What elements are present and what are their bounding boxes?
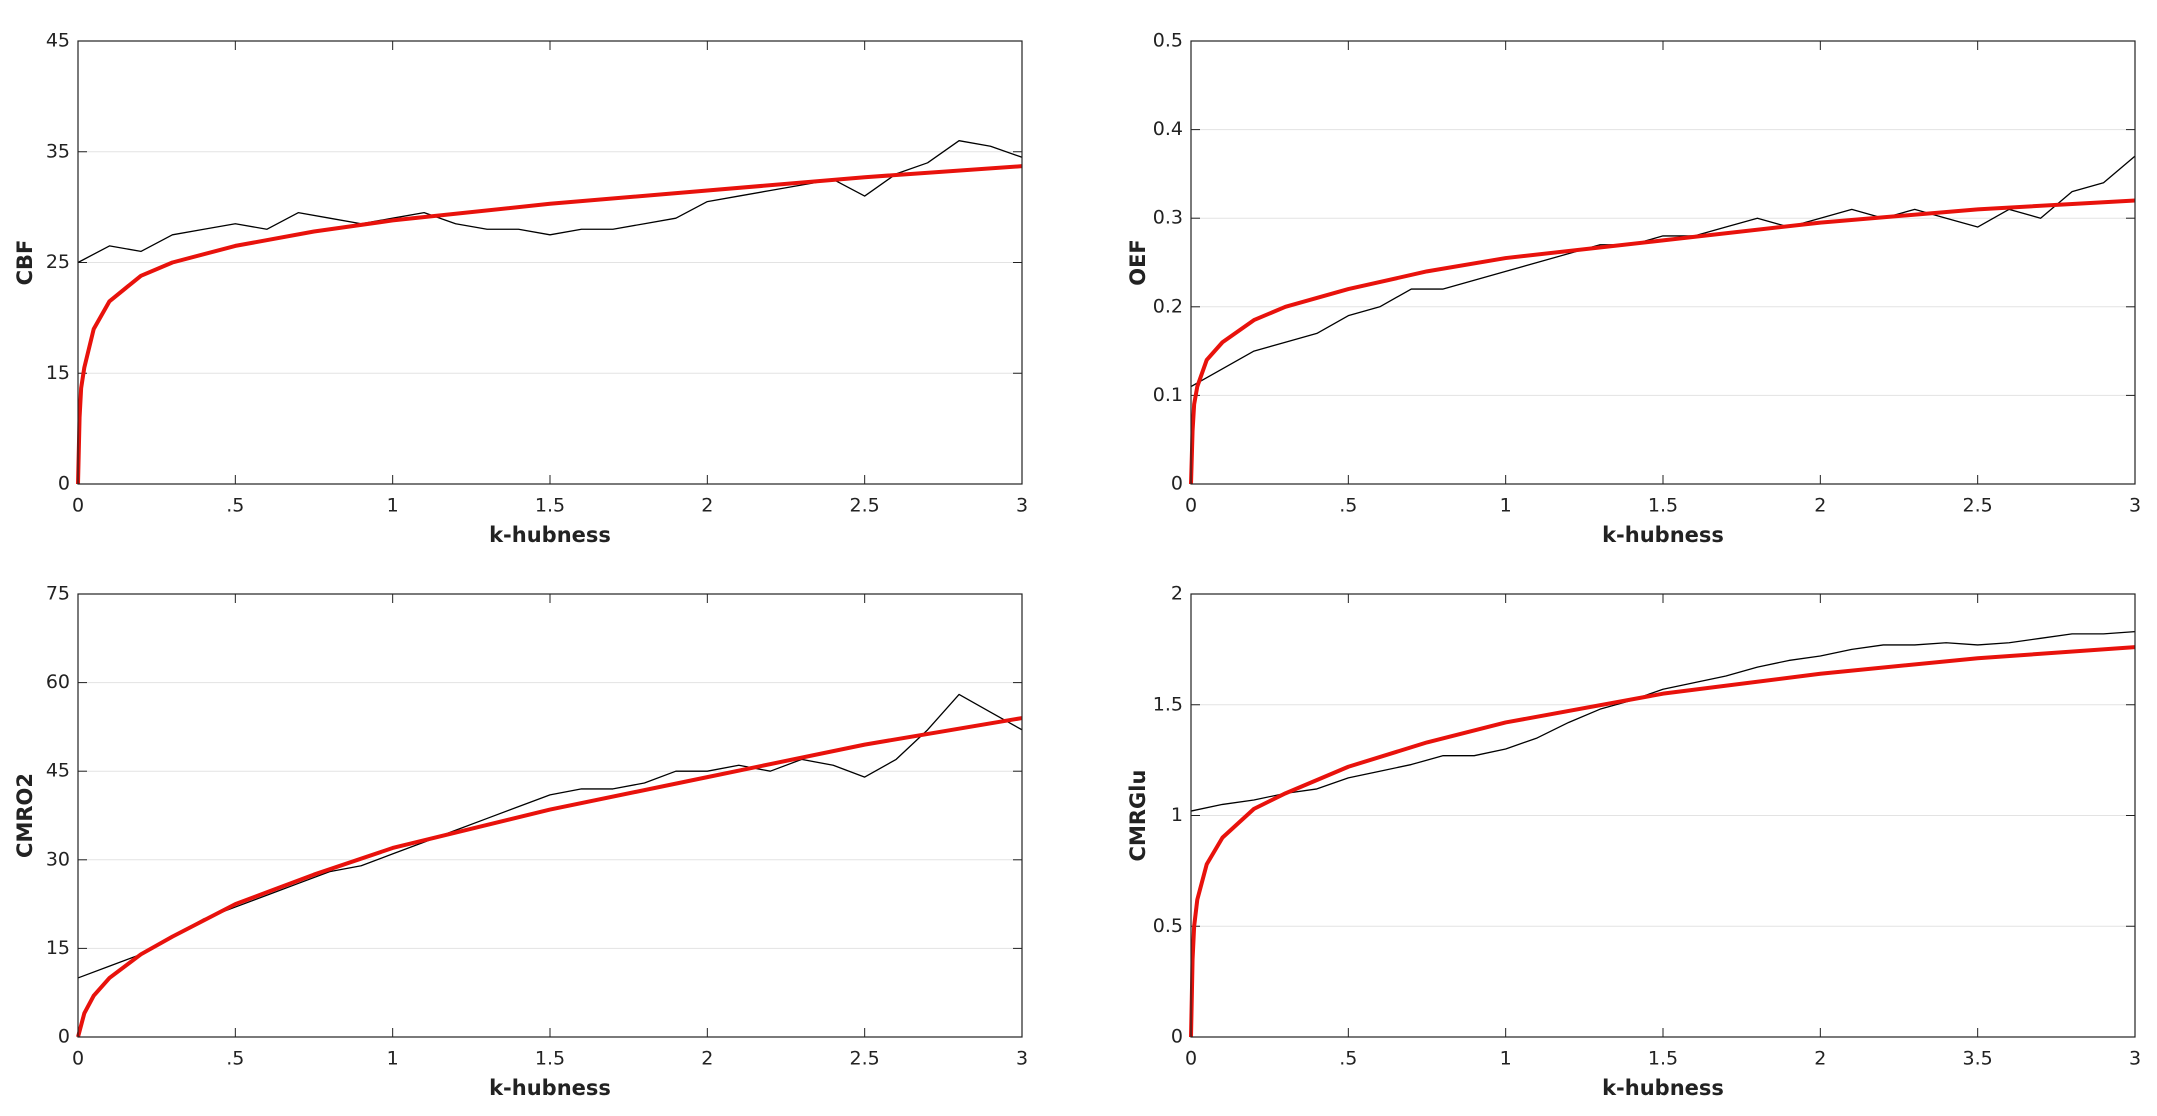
x-tick-label: 0: [1185, 495, 1197, 517]
x-tick-label: 2.5: [850, 1048, 880, 1070]
x-tick-label: 2: [701, 495, 713, 517]
x-tick-label: .5: [1339, 495, 1357, 517]
series-line: [1189, 198, 2136, 485]
series-line: [76, 716, 1023, 1038]
y-tick-label: 1: [1171, 804, 1183, 826]
y-tick-label: 0.5: [1153, 30, 1183, 52]
x-tick-label: 1.5: [1648, 495, 1678, 517]
plot-frame: [77, 40, 1023, 485]
y-tick-label: 0.5: [1153, 915, 1183, 937]
y-tick-label: 0: [58, 1026, 70, 1048]
x-tick-label: 3: [1016, 1048, 1028, 1070]
x-tick-label: 3.5: [1963, 1048, 1993, 1070]
y-tick-label: 45: [46, 30, 70, 52]
y-tick-label: 15: [46, 937, 70, 959]
series-line: [77, 140, 1023, 264]
x-tick-label: 1.5: [535, 495, 565, 517]
y-tick-label: 30: [46, 848, 70, 870]
x-tick-label: .5: [1339, 1048, 1357, 1070]
y-tick-label: 0.1: [1153, 384, 1183, 406]
x-tick-label: 3: [1016, 495, 1028, 517]
y-axis-label: OEF: [1126, 239, 1150, 286]
y-tick-label: 35: [46, 140, 70, 162]
series-line: [76, 164, 1023, 485]
x-tick-label: .5: [226, 495, 244, 517]
series-line: [77, 693, 1023, 979]
x-tick-label: 2: [701, 1048, 713, 1070]
y-tick-label: 15: [46, 362, 70, 384]
x-tick-label: .5: [226, 1048, 244, 1070]
x-tick-label: 2: [1814, 1048, 1826, 1070]
plot-frame: [1190, 40, 2136, 485]
x-tick-label: 0: [72, 1048, 84, 1070]
plot-frame: [77, 593, 1023, 1038]
x-axis-label: k-hubness: [489, 1076, 611, 1100]
y-tick-label: 25: [46, 251, 70, 273]
x-tick-label: 1.5: [535, 1048, 565, 1070]
y-axis-label: CMRO2: [13, 773, 37, 858]
x-tick-label: 2: [1814, 495, 1826, 517]
y-tick-label: 45: [46, 760, 70, 782]
y-axis-label: CBF: [13, 240, 37, 286]
y-tick-label: 0.3: [1153, 207, 1183, 229]
x-axis-label: k-hubness: [1602, 1076, 1724, 1100]
x-axis-label: k-hubness: [489, 523, 611, 547]
x-tick-label: 2.5: [1963, 495, 1993, 517]
y-axis-label: CMRGlu: [1126, 770, 1150, 862]
series-line: [1189, 645, 2136, 1038]
y-tick-label: 1.5: [1153, 693, 1183, 715]
x-tick-label: 1: [387, 1048, 399, 1070]
chart: 0 15 30 45 60 75 0 .5 1 1.5 2 2.5 3 k-hubness CMRO2: [13, 583, 1028, 1101]
y-tick-label: 75: [46, 583, 70, 605]
x-tick-label: 1: [1500, 1048, 1512, 1070]
x-axis-label: k-hubness: [1602, 523, 1724, 547]
x-tick-label: 1: [1500, 495, 1512, 517]
chart: 0 15 25 35 45 0 .5 1 1.5 2 2.5 3 k-hubness CBF: [13, 30, 1028, 548]
y-tick-label: 0: [58, 473, 70, 495]
x-tick-label: 1: [387, 495, 399, 517]
y-tick-label: 0: [1171, 1026, 1183, 1048]
y-tick-label: 60: [46, 671, 70, 693]
plot-frame: [1190, 593, 2136, 1038]
y-tick-label: 0.2: [1153, 295, 1183, 317]
y-tick-label: 2: [1171, 583, 1183, 605]
x-tick-label: 1.5: [1648, 1048, 1678, 1070]
x-tick-label: 0: [1185, 1048, 1197, 1070]
series-line: [1190, 631, 2136, 812]
x-tick-label: 2.5: [850, 495, 880, 517]
y-tick-label: 0.4: [1153, 118, 1183, 140]
x-tick-label: 3: [2129, 1048, 2141, 1070]
y-tick-label: 0: [1171, 473, 1183, 495]
x-tick-label: 0: [72, 495, 84, 517]
x-tick-label: 3: [2129, 495, 2141, 517]
series-line: [1190, 155, 2136, 388]
